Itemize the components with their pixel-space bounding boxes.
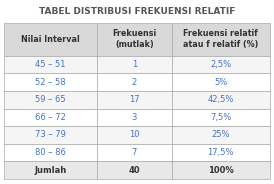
Bar [172, 56, 270, 73]
Bar [97, 23, 172, 56]
Text: Jumlah: Jumlah [35, 166, 67, 175]
Bar [4, 161, 97, 179]
Bar [4, 56, 97, 73]
Bar [172, 73, 270, 91]
Bar [4, 126, 97, 144]
Text: Frekuensi relatif
atau f relatif (%): Frekuensi relatif atau f relatif (%) [183, 29, 258, 49]
Bar [97, 91, 172, 109]
Bar [4, 109, 97, 126]
Text: 2: 2 [132, 78, 137, 87]
Text: TABEL DISTRIBUSI FREKUENSI RELATIF: TABEL DISTRIBUSI FREKUENSI RELATIF [39, 7, 235, 16]
Text: 66 – 72: 66 – 72 [35, 113, 66, 122]
Text: 1: 1 [132, 60, 137, 69]
Bar [4, 144, 97, 161]
Text: 45 – 51: 45 – 51 [35, 60, 66, 69]
Text: Nilai Interval: Nilai Interval [21, 35, 80, 44]
Bar [97, 56, 172, 73]
Bar [4, 73, 97, 91]
Bar [172, 144, 270, 161]
Text: 73 – 79: 73 – 79 [35, 130, 66, 139]
Text: 80 – 86: 80 – 86 [35, 148, 66, 157]
Text: 5%: 5% [214, 78, 227, 87]
Text: 25%: 25% [212, 130, 230, 139]
Text: 59 – 65: 59 – 65 [35, 95, 66, 104]
Bar [172, 91, 270, 109]
Bar [97, 144, 172, 161]
Text: 100%: 100% [208, 166, 234, 175]
Text: 3: 3 [132, 113, 137, 122]
Bar [172, 23, 270, 56]
Text: 10: 10 [129, 130, 139, 139]
Bar [172, 109, 270, 126]
Text: 7,5%: 7,5% [210, 113, 231, 122]
Bar [172, 161, 270, 179]
Bar [97, 126, 172, 144]
Text: 2,5%: 2,5% [210, 60, 231, 69]
Bar [97, 161, 172, 179]
Text: 7: 7 [132, 148, 137, 157]
Bar [97, 73, 172, 91]
Text: 52 – 58: 52 – 58 [35, 78, 66, 87]
Bar [172, 126, 270, 144]
Text: 40: 40 [129, 166, 140, 175]
Text: Frekuensi
(mutlak): Frekuensi (mutlak) [112, 29, 156, 49]
Bar [4, 91, 97, 109]
Text: 17: 17 [129, 95, 140, 104]
Text: 17,5%: 17,5% [207, 148, 234, 157]
Bar [97, 109, 172, 126]
Bar [4, 23, 97, 56]
Text: 42,5%: 42,5% [207, 95, 234, 104]
